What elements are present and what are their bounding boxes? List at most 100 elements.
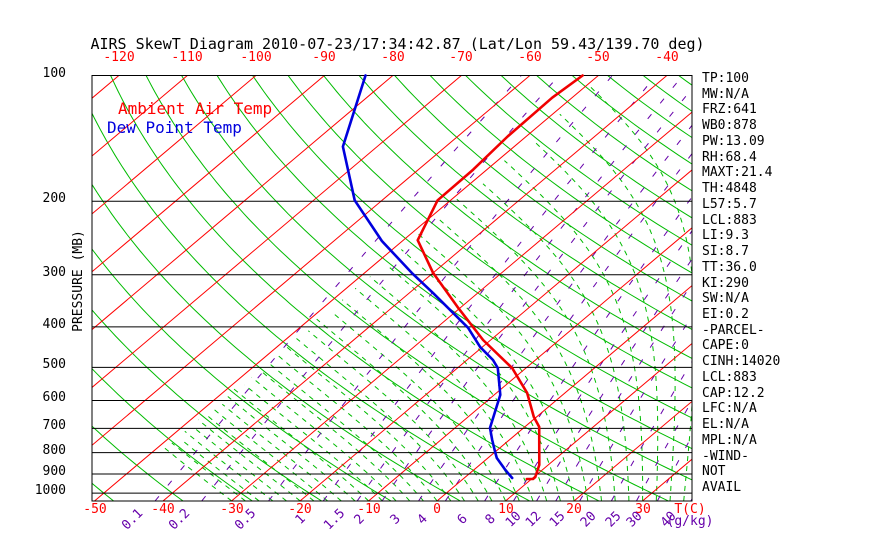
isotherm-line (92, 75, 188, 157)
dry-adiabat-line (92, 248, 392, 501)
moist-adiabat-line (533, 140, 659, 501)
isotherm-line (436, 285, 692, 501)
mixing-ratio-line (444, 152, 692, 501)
moist-adiabat-line (559, 113, 676, 501)
mixing-ratio-line (381, 87, 692, 501)
stat-line: TH:4848 (702, 181, 757, 197)
mixing-ratio-line (636, 399, 692, 501)
pressure-tick-label: 200 (42, 191, 66, 206)
temp-tick-label-bottom: -50 (83, 502, 107, 517)
isotherm-line (299, 169, 692, 501)
dry-adiabat-line (216, 75, 692, 450)
mixing-ratio-line (418, 124, 692, 501)
stat-line: WB0:878 (702, 118, 757, 134)
dry-adiabat-line (465, 75, 692, 246)
stat-line: CAPE:0 (702, 338, 749, 354)
stat-line: SW:N/A (702, 291, 749, 307)
mixing-ratio-line (579, 315, 692, 501)
pressure-tick-label: 900 (42, 464, 66, 479)
isotherm-line (92, 75, 394, 331)
dry-adiabat-line (571, 75, 692, 165)
isotherm-line (573, 400, 692, 501)
stat-line: TT:36.0 (702, 259, 757, 275)
moist-adiabat-line (227, 396, 356, 501)
mixing-ratio-line (484, 196, 692, 501)
moist-adiabat-line (296, 338, 465, 501)
dry-adiabat-line (92, 425, 184, 501)
temp-tick-label-bottom: 10 (498, 502, 514, 517)
dry-adiabat-line (181, 75, 692, 481)
dry-adiabat-line (92, 309, 322, 501)
moist-adiabat-line (180, 438, 260, 501)
moist-adiabat-line (171, 442, 246, 501)
stat-line: CAP:12.2 (702, 385, 765, 401)
temp-axis-unit-label: T(C) (674, 502, 706, 517)
temp-tick-label-bottom: 20 (566, 502, 582, 517)
moist-adiabat-line (307, 330, 479, 501)
temp-tick-label-top: -80 (381, 50, 405, 65)
isotherm-line (368, 227, 692, 501)
moist-adiabat-line (251, 376, 397, 501)
chart-title: AIRS SkewT Diagram 2010-07-23/17:34:42.8… (90, 35, 705, 53)
isotherm-line (92, 75, 257, 215)
moist-adiabat-line (590, 86, 692, 501)
stat-line: CINH:14020 (702, 354, 781, 370)
pressure-tick-label: 800 (42, 443, 66, 458)
dry-adiabat-line (92, 482, 114, 501)
moist-adiabat-line (400, 249, 575, 501)
temp-tick-label-top: -40 (655, 50, 679, 65)
pressure-tick-label: 600 (42, 390, 66, 405)
temp-tick-label-top: -100 (240, 50, 272, 65)
dewpoint-profile-line (341, 74, 514, 480)
moist-adiabat-line (258, 369, 411, 501)
stat-line: L57:5.7 (702, 196, 757, 212)
dry-adiabat-line (394, 75, 692, 302)
mixing-ratio-unit-label: (g/kg) (666, 514, 714, 529)
stat-line: SI:8.7 (702, 244, 749, 260)
plot-border (91, 75, 693, 502)
dry-adiabat-line (110, 75, 600, 501)
temp-tick-label-bottom: -10 (357, 502, 381, 517)
stat-line: LI:9.3 (702, 228, 749, 244)
stat-line: -WIND- (702, 448, 749, 464)
pressure-tick-label: 400 (42, 317, 66, 332)
stat-line: MW:N/A (702, 86, 749, 102)
pressure-tick-label: 500 (42, 357, 66, 372)
isotherm-line (505, 342, 692, 501)
moist-adiabat-line (266, 361, 424, 501)
stat-line: AVAIL (702, 480, 742, 496)
pressure-tick-label: 100 (42, 66, 66, 81)
isotherm-line (231, 111, 692, 501)
temp-tick-label-top: -50 (586, 50, 610, 65)
mixing-ratio-line (536, 258, 692, 501)
moist-adiabat-line (207, 415, 315, 501)
legend-dew-point-temp: Dew Point Temp (107, 118, 242, 137)
mixing-ratio-line (268, 75, 613, 501)
stat-line: PW:13.09 (702, 133, 765, 149)
isotherm-line (0, 76, 50, 502)
moist-adiabat-line (275, 353, 438, 501)
moist-adiabat-line (212, 407, 328, 501)
mixing-ratio-line (555, 282, 692, 501)
stat-line: LCL:883 (702, 369, 757, 385)
dry-adiabat-line (358, 75, 692, 331)
temp-tick-label-bottom: 30 (635, 502, 651, 517)
dry-adiabat-line (429, 75, 692, 274)
stat-line: EL:N/A (702, 417, 749, 433)
isotherm-line (162, 75, 668, 501)
temp-tick-label-top: -90 (312, 50, 336, 65)
moist-adiabat-line (330, 311, 507, 501)
mixing-ratio-line (356, 75, 684, 501)
moist-adiabat-line (221, 403, 342, 501)
isotherm-line (94, 75, 599, 501)
moist-adiabat-line (354, 287, 534, 501)
mixing-ratio-line (513, 230, 692, 501)
moist-adiabat-line (482, 183, 630, 501)
moist-adiabat-line (197, 419, 301, 501)
temperature-profile-line (416, 74, 584, 481)
stat-line: NOT (702, 464, 726, 480)
stat-line: EI:0.2 (702, 307, 749, 323)
moist-adiabat-line (369, 276, 548, 501)
